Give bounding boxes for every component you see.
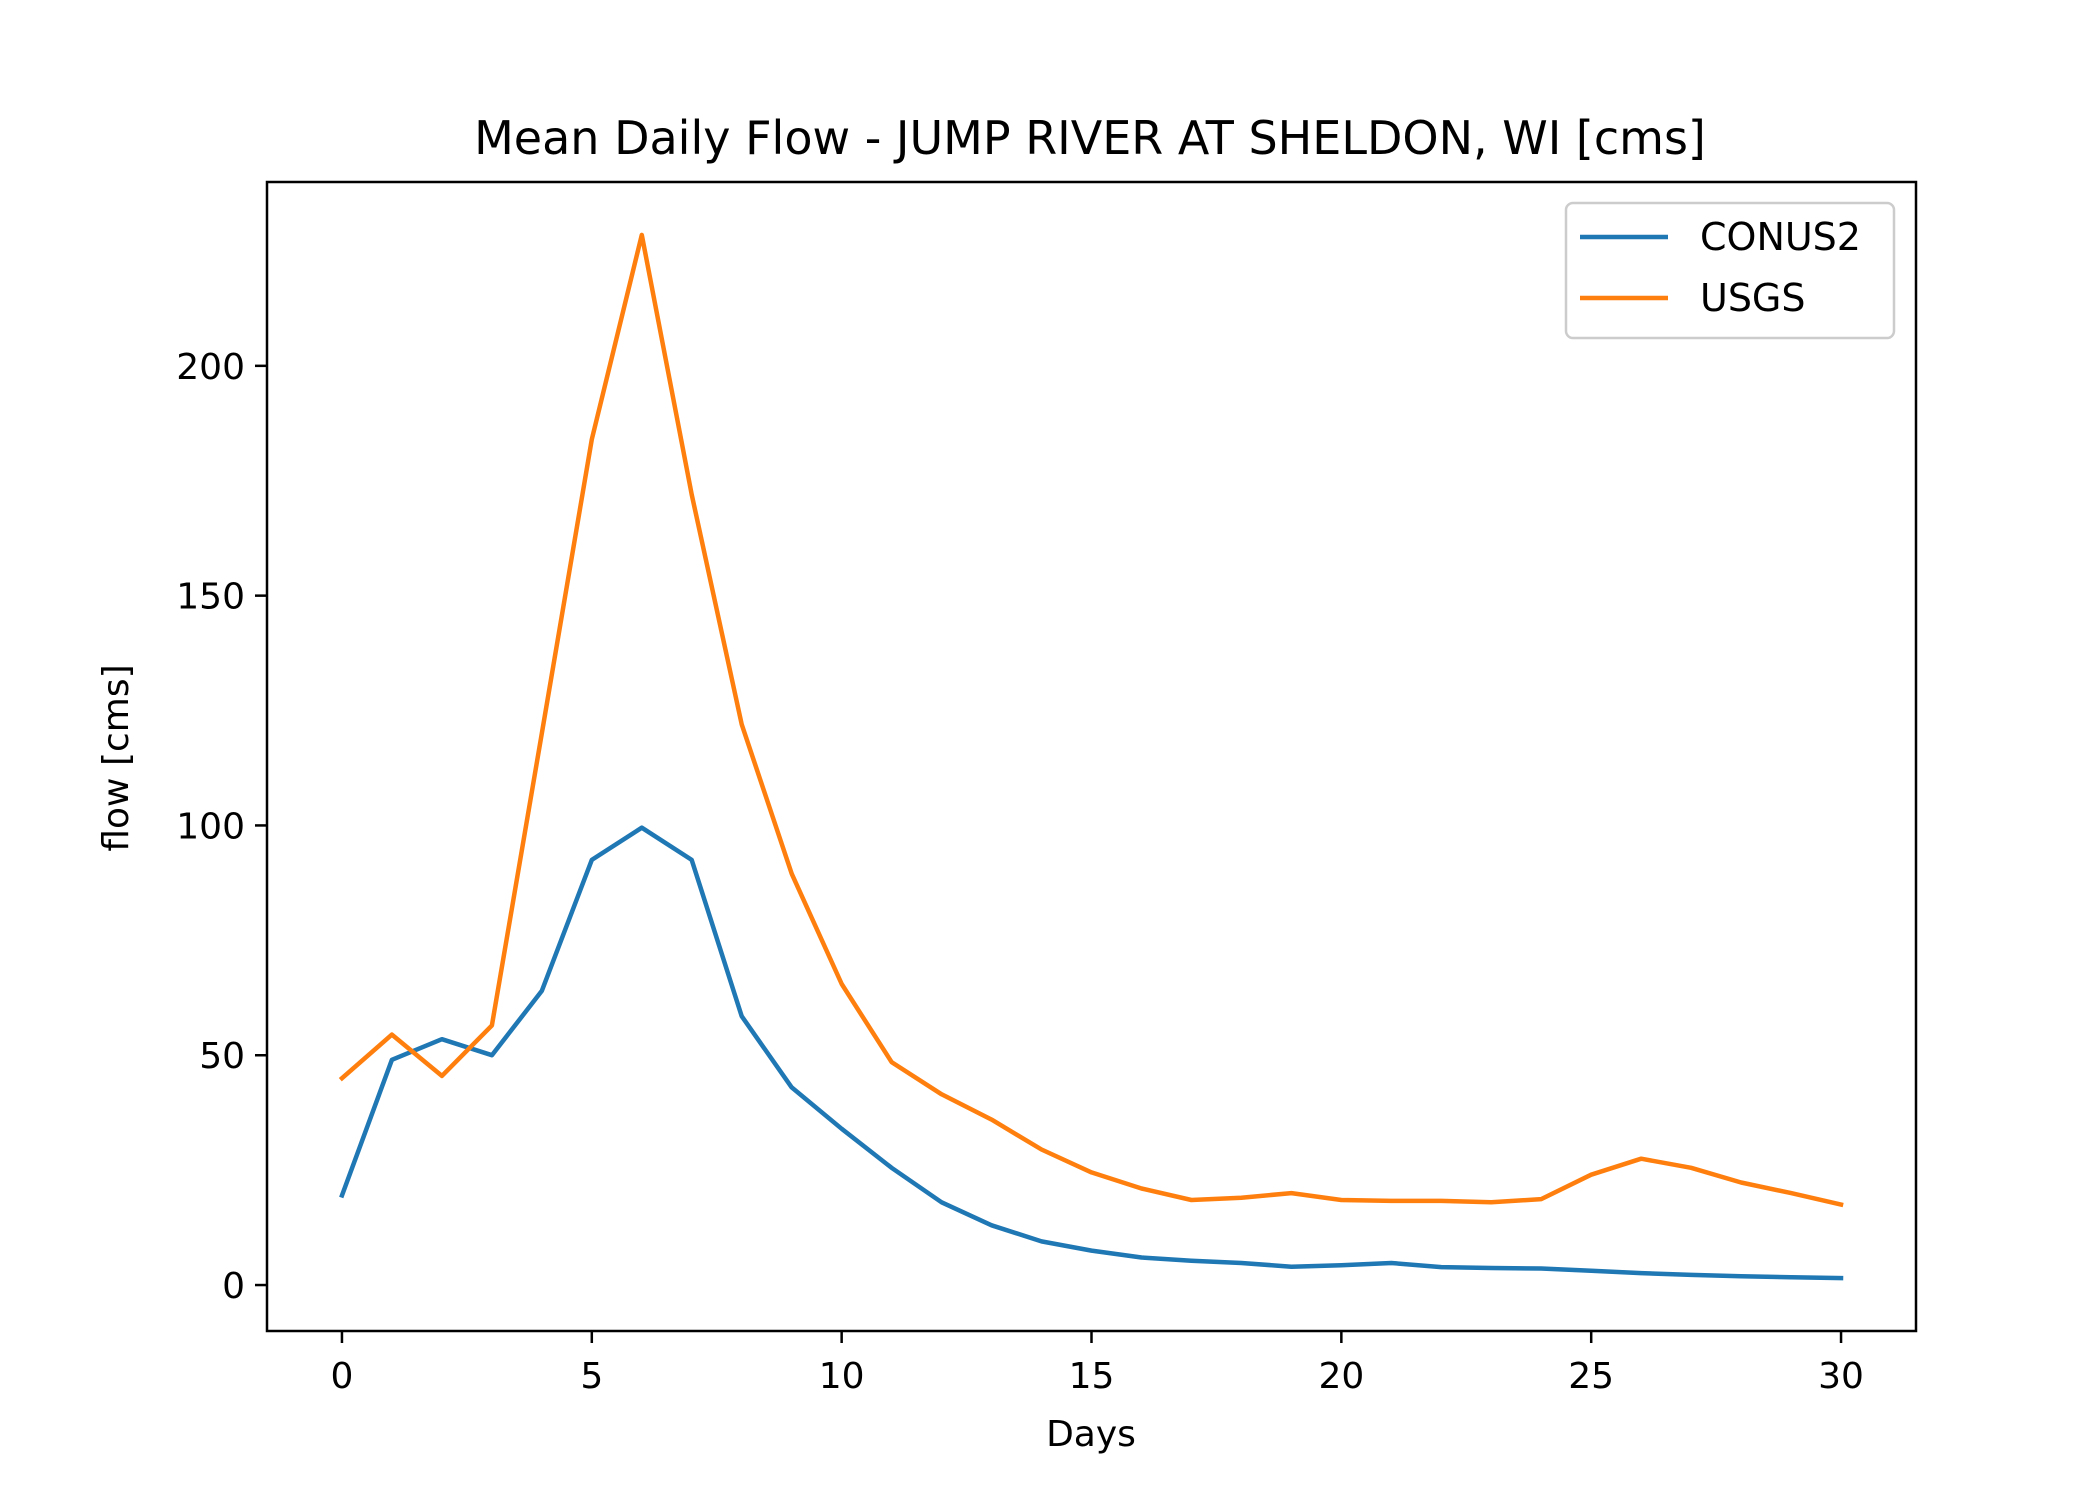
x-tick-label: 20	[1318, 1356, 1364, 1397]
legend: CONUS2 USGS	[1564, 201, 1896, 340]
x-tick-label: 15	[1069, 1356, 1115, 1397]
y-tick-label: 200	[176, 347, 245, 388]
x-tick-label: 10	[819, 1356, 865, 1397]
x-axis: 0 5 10 15 20 25 30	[331, 1331, 1864, 1397]
chart-title: Mean Daily Flow - JUMP RIVER AT SHELDON,…	[474, 111, 1706, 165]
x-axis-label: Days	[1046, 1414, 1136, 1455]
x-tick-label: 25	[1568, 1356, 1614, 1397]
x-tick-label: 30	[1818, 1356, 1864, 1397]
series-line-conus2	[339, 825, 1844, 1281]
y-tick-label: 50	[199, 1036, 245, 1077]
y-axis-label: flow [cms]	[96, 664, 137, 851]
y-tick-label: 0	[222, 1266, 245, 1307]
legend-label-usgs: USGS	[1700, 276, 1806, 320]
y-axis: 0 50 100 150 200	[176, 347, 267, 1307]
x-tick-label: 5	[580, 1356, 603, 1397]
plot-area	[338, 232, 1844, 1281]
y-tick-label: 150	[176, 577, 245, 618]
legend-label-conus2: CONUS2	[1700, 215, 1861, 259]
y-tick-label: 100	[176, 806, 245, 847]
x-tick-label: 0	[331, 1356, 354, 1397]
series-line-usgs	[338, 232, 1844, 1208]
